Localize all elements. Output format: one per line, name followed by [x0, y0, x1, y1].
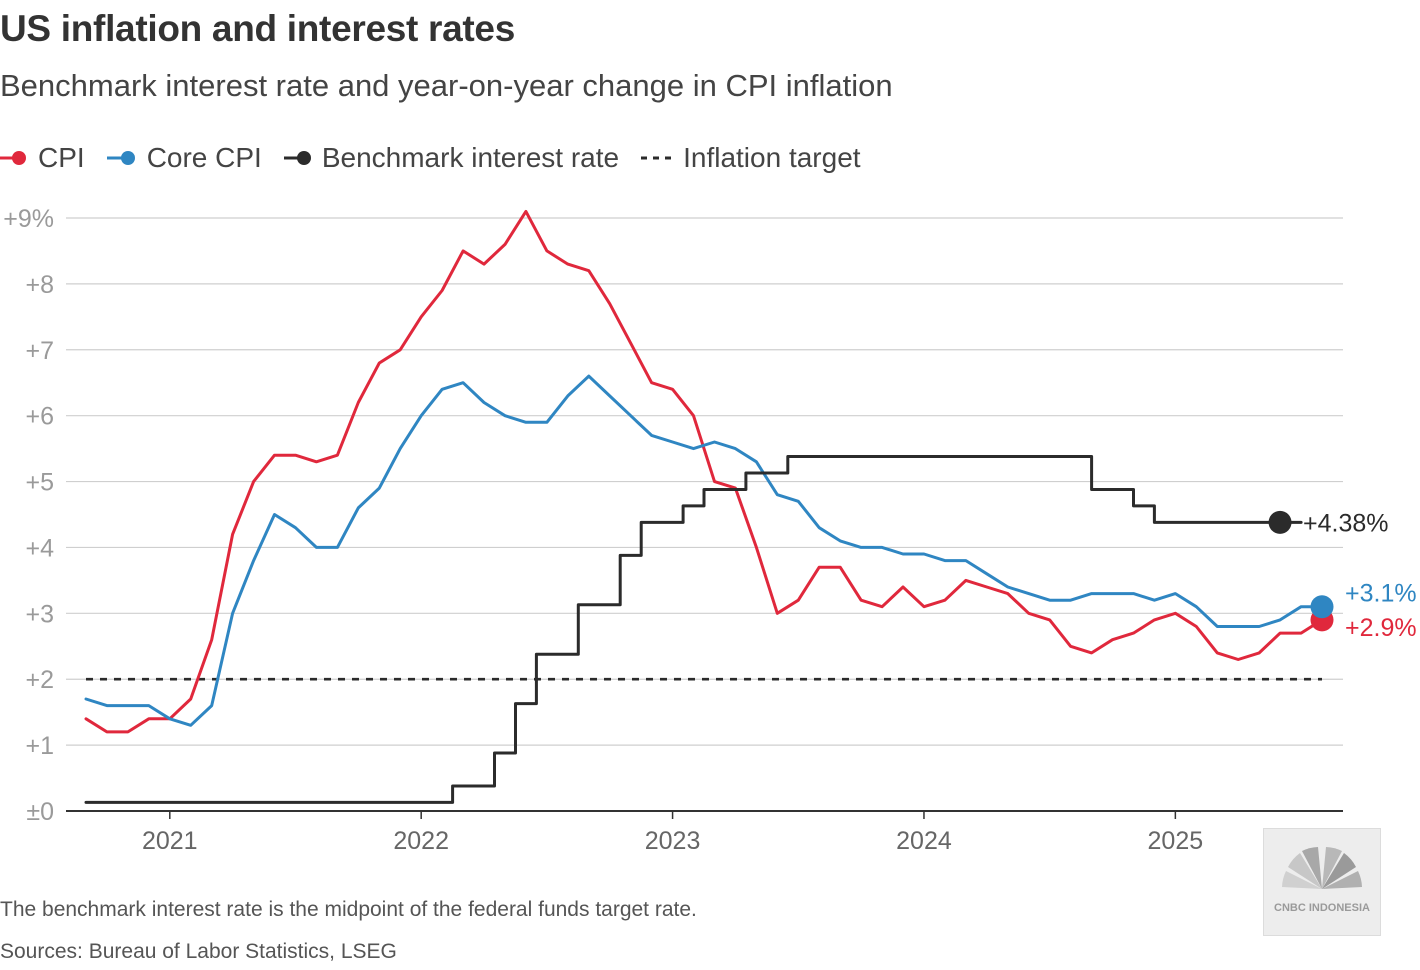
y-tick-label: +7 — [25, 337, 54, 365]
endpoint-marker-core-cpi — [1310, 595, 1334, 619]
y-tick-label: +5 — [25, 469, 54, 497]
chart-footnote: The benchmark interest rate is the midpo… — [0, 898, 697, 921]
endpoint-label-core-cpi: +3.1% — [1345, 580, 1417, 608]
x-tick-label: 2023 — [645, 827, 701, 855]
legend-label-benchmark-rate: Benchmark interest rate — [321, 142, 620, 173]
line-dot-icon — [283, 151, 311, 165]
y-tick-label: +4 — [25, 534, 54, 562]
x-tick-label: 2021 — [142, 827, 198, 855]
series-line-core-cpi — [84, 374, 1324, 727]
line-dot-icon — [106, 151, 135, 165]
line-dot-icon — [0, 151, 26, 165]
legend-label-cpi: CPI — [38, 142, 85, 173]
dashed-line-icon — [641, 156, 674, 160]
y-tick-label: +9% — [3, 205, 54, 233]
endpoint-marker-benchmark-interest-rate — [1268, 510, 1292, 534]
y-tick-label: +8 — [25, 271, 54, 299]
endpoint-label-benchmark-interest-rate: +4.38% — [1303, 509, 1389, 537]
chart-plot: ±0 +1 +2 +3 +4 +5 +6 +7 +8 +9% 2021 2022 2023 2024 20… — [3, 205, 1417, 855]
watermark-logo: CNBC INDONESIA — [1263, 828, 1381, 936]
peacock-logo-icon: CNBC INDONESIA — [1274, 847, 1370, 914]
legend-item-benchmark-rate[interactable]: Benchmark interest rate — [283, 142, 620, 174]
legend-item-core-cpi[interactable]: Core CPI — [106, 142, 262, 174]
chart-subtitle: Benchmark interest rate and year-on-year… — [0, 68, 893, 103]
legend: CPI Core CPI Benchmark interest rate Inf… — [0, 140, 883, 176]
x-tick-label: 2022 — [393, 827, 449, 855]
series-line-cpi — [84, 209, 1324, 734]
endpoint-label-cpi: +2.9% — [1345, 614, 1417, 642]
chart-sources: Sources: Bureau of Labor Statistics, LSE… — [0, 940, 397, 963]
chart-title: US inflation and interest rates — [0, 8, 515, 49]
watermark-text: CNBC INDONESIA — [1274, 902, 1370, 914]
y-tick-label: +6 — [25, 403, 54, 431]
y-tick-label: ±0 — [26, 798, 54, 826]
legend-label-core-cpi: Core CPI — [146, 142, 262, 173]
series-line-benchmark-interest-rate — [84, 455, 1303, 804]
x-tick-label: 2025 — [1148, 827, 1204, 855]
legend-label-inflation-target: Inflation target — [683, 142, 861, 173]
y-tick-label: +2 — [25, 666, 54, 694]
legend-item-inflation-target[interactable]: Inflation target — [641, 142, 861, 174]
y-tick-label: +3 — [25, 600, 54, 628]
x-tick-label: 2024 — [896, 827, 952, 855]
y-tick-label: +1 — [25, 732, 54, 760]
legend-item-cpi[interactable]: CPI — [0, 142, 85, 174]
